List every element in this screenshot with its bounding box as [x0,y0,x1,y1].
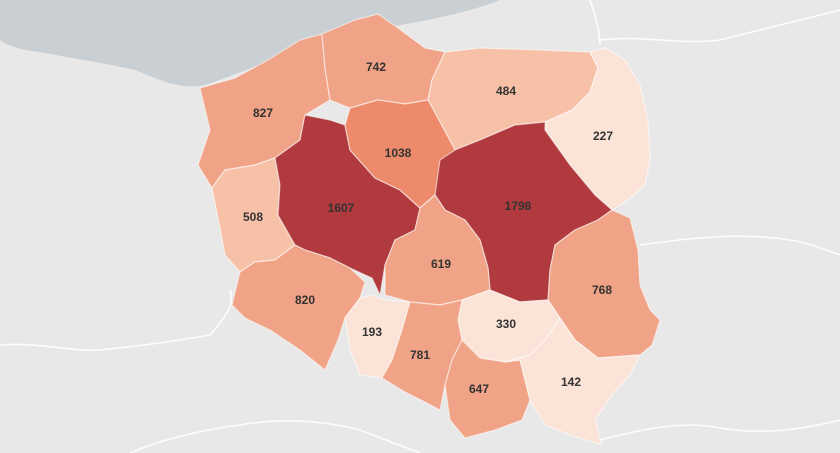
label-malopolskie: 647 [469,382,489,396]
region-podkarpackie[interactable] [504,317,641,446]
label-dolnoslaskie: 820 [295,293,315,307]
label-slaskie: 781 [410,348,430,362]
label-mazowieckie: 1798 [505,199,532,213]
region-slaskie[interactable] [381,299,463,411]
label-lodzkie: 619 [431,257,451,271]
regions-layer [197,13,661,446]
border-germany-czech [0,289,232,352]
label-podlaskie: 227 [593,129,613,143]
baltic-island [170,35,198,53]
label-zachodniopomorskie: 827 [253,106,273,120]
label-podkarpackie: 142 [561,375,581,389]
label-lubuskie: 508 [243,210,263,224]
border-czech-slovakia [129,420,421,453]
label-swietokrzyskie: 330 [496,317,516,331]
label-wielkopolskie: 1607 [328,201,355,215]
label-kujawsko-pomorskie: 1038 [385,146,412,160]
label-pomorskie: 742 [366,60,386,74]
label-warminsko-mazurskie: 484 [496,84,516,98]
label-opolskie: 193 [362,325,382,339]
border-belarus-ukraine [639,235,840,256]
value-labels: 827 742 484 227 508 1607 1038 1798 619 7… [243,60,613,396]
border-lithuania-belarus [599,9,840,43]
border-russia-lithuania [589,0,601,46]
border-ukraine-slovakia [599,419,840,441]
label-lubelskie: 768 [592,283,612,297]
